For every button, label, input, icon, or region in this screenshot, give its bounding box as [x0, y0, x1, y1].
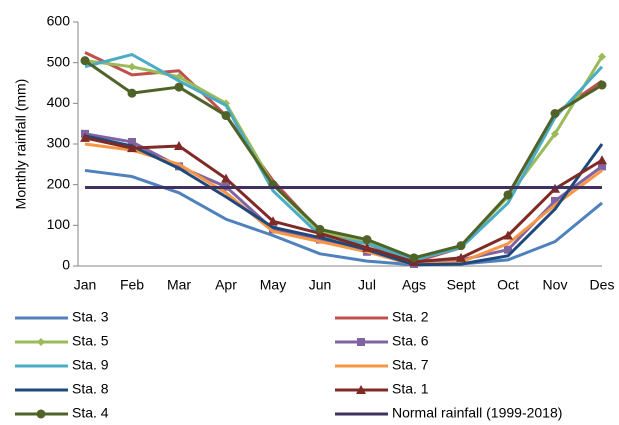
legend-marker [357, 338, 365, 346]
x-tick-label: Jul [358, 277, 376, 293]
x-tick-label: Nov [543, 277, 568, 293]
y-axis-label: Monthly rainfall (mm) [13, 79, 29, 210]
legend-label: Normal rainfall (1999-2018) [392, 405, 562, 421]
data-point [550, 109, 560, 118]
data-point [80, 132, 90, 142]
y-tick-label: 600 [47, 13, 71, 29]
x-tick-label: May [260, 277, 286, 293]
legend-label: Sta. 3 [72, 309, 109, 325]
data-point [551, 196, 559, 205]
data-point [268, 216, 278, 226]
legend-label: Sta. 5 [72, 333, 109, 349]
data-point [597, 80, 607, 90]
data-point [456, 241, 466, 251]
legend-marker [36, 409, 46, 419]
legend-label: Sta. 8 [72, 381, 109, 397]
data-point [127, 143, 137, 153]
x-tick-label: Jun [309, 277, 332, 293]
legend-label: Sta. 1 [392, 381, 429, 397]
legend-label: Sta. 6 [392, 333, 429, 349]
data-point [174, 141, 184, 151]
data-point [362, 242, 372, 252]
data-point [128, 62, 136, 71]
legend-label: Sta. 7 [392, 357, 429, 373]
data-point [80, 56, 90, 66]
data-point [503, 190, 513, 200]
y-tick-label: 500 [47, 53, 71, 69]
data-point [128, 137, 136, 146]
data-point [221, 111, 231, 121]
legend-label: Sta. 9 [72, 357, 109, 373]
y-tick-label: 400 [47, 94, 71, 110]
series-line [84, 134, 604, 267]
data-point [269, 225, 277, 234]
data-point [598, 52, 606, 61]
data-point [175, 162, 183, 171]
data-point [362, 235, 372, 245]
data-point [598, 162, 606, 171]
data-point [409, 253, 419, 263]
data-point [503, 230, 513, 240]
x-tick-label: Oct [497, 277, 519, 293]
legend-label: Sta. 2 [392, 309, 429, 325]
data-point [127, 88, 137, 98]
x-tick-label: Mar [167, 277, 191, 293]
legend-marker [356, 385, 366, 394]
legend-label: Sta. 4 [72, 405, 109, 421]
x-tick-label: Des [590, 277, 615, 293]
x-tick-label: Feb [120, 277, 144, 293]
data-point [315, 224, 325, 234]
y-tick-label: 300 [47, 135, 71, 151]
y-tick-label: 100 [47, 216, 71, 232]
data-point [174, 82, 184, 92]
data-point [504, 245, 512, 254]
data-point [221, 173, 231, 183]
x-tick-label: Sept [447, 277, 476, 293]
x-tick-label: Apr [215, 277, 237, 293]
data-point [316, 235, 324, 244]
x-tick-label: Ags [402, 277, 426, 293]
legend-marker [37, 338, 45, 346]
series-line [84, 136, 603, 264]
data-point [551, 129, 559, 138]
series-line [84, 59, 603, 260]
y-tick-label: 0 [62, 257, 70, 273]
series-line [84, 168, 603, 267]
data-point [456, 252, 466, 262]
data-point [597, 155, 607, 165]
x-tick-label: Jan [74, 277, 97, 293]
y-tick-label: 200 [47, 175, 71, 191]
series-line [84, 142, 603, 267]
